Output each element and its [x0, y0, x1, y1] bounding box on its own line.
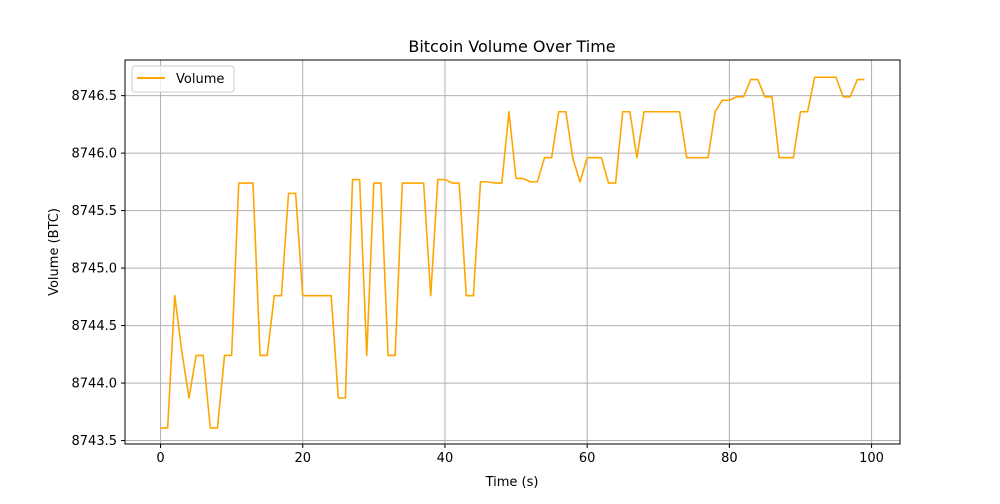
legend: Volume [131, 65, 235, 93]
y-tick-label: 8743.5 [72, 434, 118, 449]
y-tick-label: 8746.5 [72, 89, 118, 104]
y-axis-label: Volume (BTC) [47, 208, 62, 296]
x-tick-label: 80 [721, 451, 738, 466]
y-tick-label: 8745.0 [72, 262, 118, 277]
x-tick-label: 0 [156, 451, 164, 466]
grid [125, 60, 900, 444]
series-layer [160, 76, 865, 429]
y-tick-label: 8745.5 [72, 204, 118, 219]
plot-frame [124, 59, 901, 445]
y-tick-label: 8746.0 [72, 147, 118, 162]
legend-box [131, 65, 235, 93]
x-tick-label: 40 [437, 451, 454, 466]
x-tick-label: 100 [859, 451, 884, 466]
x-axis: 0 20 40 60 80 100 [156, 444, 884, 466]
legend-label: Volume [176, 72, 224, 87]
x-tick-label: 20 [294, 451, 311, 466]
x-tick-label: 60 [579, 451, 596, 466]
y-tick-label: 8744.5 [72, 319, 118, 334]
chart-title: Bitcoin Volume Over Time [408, 37, 615, 56]
x-axis-label: Time (s) [485, 475, 539, 490]
y-tick-label: 8744.0 [72, 377, 118, 392]
series-line-volume [160, 76, 865, 429]
y-axis: 8743.5 8744.0 8744.5 8745.0 8745.5 8746.0 8746… [72, 89, 125, 449]
